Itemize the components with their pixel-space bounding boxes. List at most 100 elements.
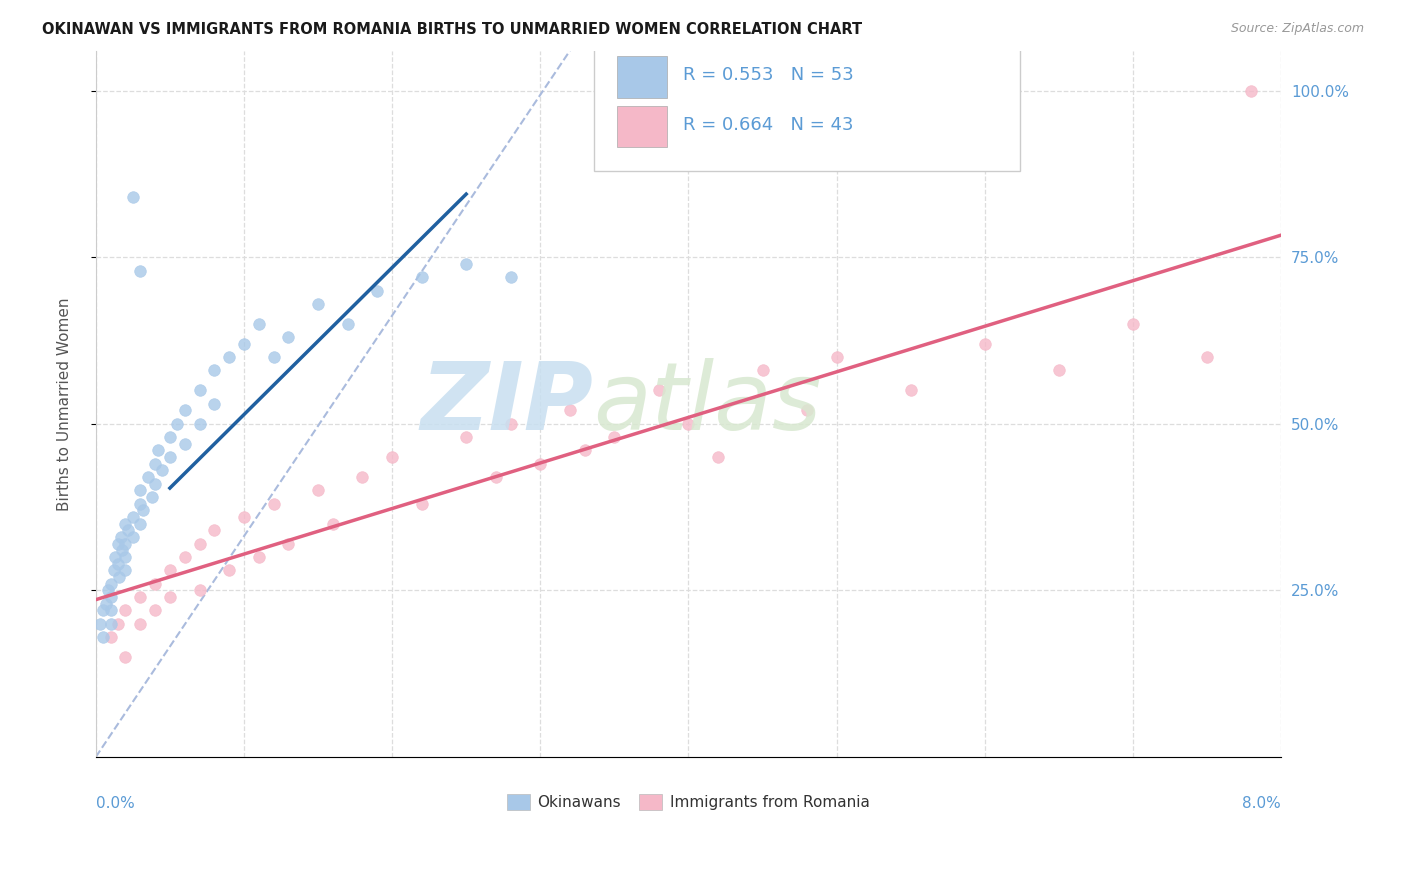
Point — [678, 417, 700, 431]
Point — [141, 490, 163, 504]
Point — [173, 550, 195, 565]
Point — [129, 590, 152, 604]
Point — [411, 497, 433, 511]
Point — [143, 476, 166, 491]
Point — [173, 403, 195, 417]
Point — [352, 470, 374, 484]
Point — [1047, 363, 1070, 377]
Point — [188, 583, 211, 598]
Point — [166, 417, 188, 431]
Point — [103, 563, 125, 577]
Point — [110, 530, 132, 544]
Text: OKINAWAN VS IMMIGRANTS FROM ROMANIA BIRTHS TO UNMARRIED WOMEN CORRELATION CHART: OKINAWAN VS IMMIGRANTS FROM ROMANIA BIRT… — [42, 22, 862, 37]
Point — [188, 537, 211, 551]
Point — [100, 603, 122, 617]
Point — [648, 384, 671, 398]
Point — [900, 384, 922, 398]
Point — [366, 284, 388, 298]
Text: R = 0.664   N = 43: R = 0.664 N = 43 — [682, 116, 853, 134]
Point — [707, 450, 730, 464]
Point — [796, 403, 818, 417]
Text: 0.0%: 0.0% — [96, 796, 135, 811]
Point — [111, 543, 134, 558]
Point — [263, 497, 285, 511]
Point — [202, 397, 225, 411]
Point — [247, 550, 270, 565]
Point — [129, 263, 152, 277]
Point — [1122, 317, 1144, 331]
Point — [159, 563, 181, 577]
Point — [188, 417, 211, 431]
Point — [107, 537, 129, 551]
Point — [107, 616, 129, 631]
Point — [152, 463, 174, 477]
Point — [121, 510, 143, 524]
Point — [91, 603, 114, 617]
Point — [136, 470, 159, 484]
Point — [411, 270, 433, 285]
Text: 8.0%: 8.0% — [1243, 796, 1281, 811]
Point — [91, 630, 114, 644]
Point — [114, 650, 136, 665]
Point — [307, 297, 329, 311]
FancyBboxPatch shape — [593, 47, 1021, 170]
Point — [132, 503, 155, 517]
Point — [100, 576, 122, 591]
Point — [97, 583, 120, 598]
FancyBboxPatch shape — [617, 106, 666, 147]
Point — [233, 510, 256, 524]
Point — [218, 563, 240, 577]
Point — [100, 630, 122, 644]
Text: ZIP: ZIP — [420, 358, 593, 450]
Point — [143, 457, 166, 471]
Point — [96, 597, 118, 611]
Point — [173, 437, 195, 451]
Point — [825, 350, 848, 364]
Point — [336, 317, 359, 331]
Point — [218, 350, 240, 364]
Point — [202, 363, 225, 377]
Point — [159, 430, 181, 444]
Point — [143, 576, 166, 591]
Point — [114, 516, 136, 531]
Point — [114, 537, 136, 551]
Point — [117, 524, 139, 538]
Point — [1195, 350, 1218, 364]
Point — [129, 497, 152, 511]
Point — [146, 443, 169, 458]
Point — [751, 363, 773, 377]
Point — [100, 590, 122, 604]
FancyBboxPatch shape — [617, 56, 666, 98]
Point — [121, 530, 143, 544]
Point — [277, 537, 299, 551]
Point — [114, 603, 136, 617]
Point — [159, 590, 181, 604]
Point — [973, 336, 995, 351]
Point — [603, 430, 626, 444]
Point — [89, 616, 111, 631]
Point — [143, 603, 166, 617]
Legend: Okinawans, Immigrants from Romania: Okinawans, Immigrants from Romania — [501, 789, 876, 816]
Point — [485, 470, 508, 484]
Point — [114, 563, 136, 577]
Point — [107, 557, 129, 571]
Point — [129, 483, 152, 498]
Point — [100, 616, 122, 631]
Point — [233, 336, 256, 351]
Point — [307, 483, 329, 498]
Point — [322, 516, 344, 531]
Point — [456, 430, 478, 444]
Point — [202, 524, 225, 538]
Point — [121, 190, 143, 204]
Point — [247, 317, 270, 331]
Point — [277, 330, 299, 344]
Point — [159, 450, 181, 464]
Point — [1240, 84, 1263, 98]
Point — [263, 350, 285, 364]
Point — [499, 270, 522, 285]
Point — [108, 570, 131, 584]
Point — [574, 443, 596, 458]
Point — [381, 450, 404, 464]
Text: R = 0.553   N = 53: R = 0.553 N = 53 — [682, 66, 853, 85]
Point — [529, 457, 551, 471]
